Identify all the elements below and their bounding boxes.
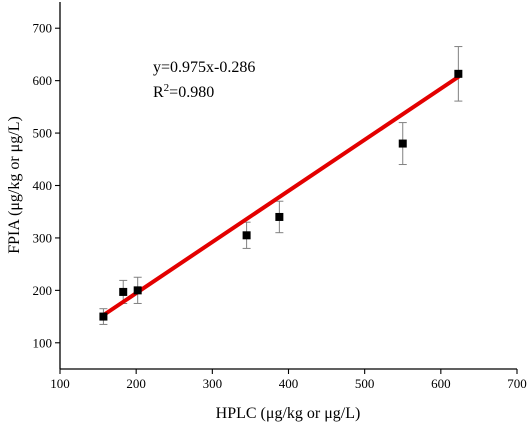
data-point-7 [454, 69, 463, 78]
x-tick-label: 200 [126, 376, 146, 391]
x-axis-title: HPLC (μg/kg or μg/L) [216, 405, 361, 422]
y-tick-label: 400 [33, 178, 53, 193]
y-tick-label: 100 [33, 335, 53, 350]
data-point-2 [119, 287, 128, 296]
x-tick-label: 500 [355, 376, 375, 391]
data-point-3 [133, 286, 142, 295]
r-squared-superscript: 2 [164, 82, 170, 94]
fit-line-group [101, 74, 461, 318]
x-tick-label: 300 [203, 376, 223, 391]
y-tick-label: 500 [33, 126, 53, 141]
axes [59, 2, 517, 370]
r-squared-symbol: R [153, 84, 164, 101]
data-point-5 [275, 212, 284, 221]
y-tick-label: 300 [33, 230, 53, 245]
x-tick-label: 700 [507, 376, 527, 391]
y-axis-title: FPIA (μg/kg or μg/L) [6, 116, 23, 254]
y-tick-label: 600 [33, 73, 53, 88]
y-tick-label: 200 [33, 283, 53, 298]
r-squared-label: R2=0.980 [153, 82, 214, 101]
equation-label: y=0.975x-0.286 [153, 59, 255, 76]
x-ticks: 100 200 300 400 500 600 700 [50, 369, 527, 391]
x-tick-label: 400 [279, 376, 299, 391]
x-tick-label: 600 [431, 376, 451, 391]
data-point-4 [242, 231, 251, 240]
y-ticks: 100 200 300 400 500 600 700 [33, 21, 60, 350]
data-points [99, 69, 463, 321]
r-squared-value: =0.980 [169, 84, 214, 101]
x-tick-label: 100 [50, 376, 70, 391]
data-point-1 [99, 312, 108, 321]
y-tick-label: 700 [33, 21, 53, 36]
data-point-6 [398, 139, 407, 148]
regression-line [101, 74, 461, 318]
